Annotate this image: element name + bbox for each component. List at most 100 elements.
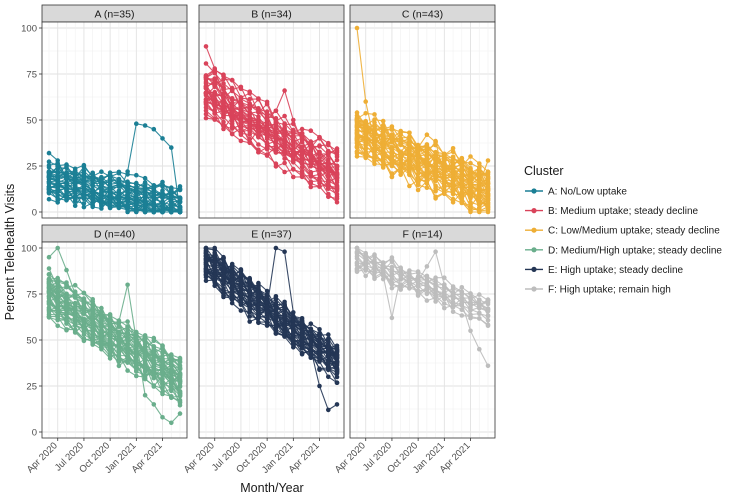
data-point	[450, 175, 456, 180]
data-point	[459, 156, 465, 161]
data-point	[485, 169, 491, 175]
data-point	[212, 116, 217, 121]
data-point	[212, 274, 217, 280]
data-point	[142, 337, 148, 342]
data-point	[299, 169, 305, 174]
data-point	[459, 193, 465, 198]
data-point	[151, 126, 157, 132]
data-point	[459, 163, 465, 169]
data-point	[317, 333, 322, 339]
data-point	[468, 176, 473, 182]
legend-key-point	[531, 227, 537, 233]
data-point	[380, 124, 386, 130]
data-point	[326, 366, 331, 372]
data-point	[485, 317, 491, 323]
data-point	[415, 149, 421, 155]
data-point	[415, 171, 421, 177]
data-point	[407, 135, 412, 141]
data-point	[160, 363, 165, 369]
data-point	[273, 330, 279, 336]
data-point	[247, 295, 252, 301]
data-point	[334, 359, 340, 364]
data-point	[354, 253, 360, 259]
data-point	[273, 129, 279, 135]
data-point	[64, 195, 69, 201]
data-point	[450, 303, 456, 309]
data-point	[72, 194, 78, 200]
data-point	[308, 355, 314, 361]
data-point	[169, 357, 174, 362]
panel-border	[198, 21, 345, 219]
data-point	[354, 143, 360, 149]
data-point	[407, 130, 412, 136]
facet-label-a: A (n=35)	[95, 9, 135, 21]
data-point	[308, 327, 314, 333]
data-point	[389, 255, 395, 260]
legend-label: F: High uptake; remain high	[548, 285, 671, 296]
y-tick-label: 50	[26, 335, 37, 346]
facet-label-b: B (n=34)	[251, 9, 292, 21]
data-point	[299, 126, 305, 132]
data-point	[116, 191, 122, 196]
data-point	[477, 168, 482, 173]
data-point	[142, 348, 148, 353]
data-point	[221, 123, 226, 129]
data-point	[424, 154, 430, 160]
data-point	[273, 327, 279, 332]
data-point	[99, 343, 104, 349]
data-point	[55, 308, 60, 314]
data-point	[354, 249, 360, 254]
data-point	[134, 209, 139, 215]
data-point	[72, 203, 78, 208]
data-point	[299, 155, 305, 161]
data-point	[264, 152, 270, 157]
data-point	[46, 294, 52, 300]
data-point	[64, 304, 69, 309]
data-point	[46, 186, 52, 192]
data-point	[125, 192, 130, 197]
data-point	[107, 198, 113, 204]
series-path	[48, 292, 181, 384]
data-point	[363, 124, 369, 130]
y-tick-label: 100	[21, 243, 37, 254]
data-point	[99, 316, 104, 321]
data-point	[221, 99, 226, 104]
series-path	[205, 110, 338, 197]
facet-label-d: D (n=40)	[94, 229, 135, 241]
data-point	[247, 103, 252, 109]
series-path	[205, 279, 338, 384]
data-point	[256, 147, 261, 152]
data-point	[64, 267, 69, 273]
data-point	[264, 101, 270, 107]
data-point	[415, 166, 421, 171]
series-path	[48, 182, 181, 213]
data-point	[398, 153, 404, 159]
legend: Cluster A: No/Low uptake B: Medium uptake…	[524, 164, 722, 296]
data-point	[256, 305, 261, 311]
data-point	[334, 185, 340, 190]
data-point	[256, 126, 261, 132]
data-point	[142, 209, 148, 215]
data-point	[334, 157, 340, 163]
data-point	[160, 209, 165, 215]
data-point	[221, 72, 226, 77]
data-point	[169, 380, 174, 385]
data-point	[221, 110, 226, 115]
data-point	[64, 308, 69, 313]
data-point	[125, 183, 130, 188]
data-point	[142, 195, 148, 200]
data-point	[424, 151, 430, 157]
data-point	[81, 201, 87, 206]
data-point	[299, 337, 305, 343]
data-point	[221, 274, 226, 279]
data-point	[363, 132, 369, 137]
data-point	[247, 283, 252, 289]
data-point	[433, 275, 438, 281]
data-point	[160, 136, 165, 141]
data-point	[459, 289, 465, 294]
data-point	[317, 366, 322, 372]
data-point	[46, 179, 52, 184]
data-point	[424, 278, 430, 283]
data-point	[407, 154, 412, 160]
data-point	[203, 108, 209, 113]
